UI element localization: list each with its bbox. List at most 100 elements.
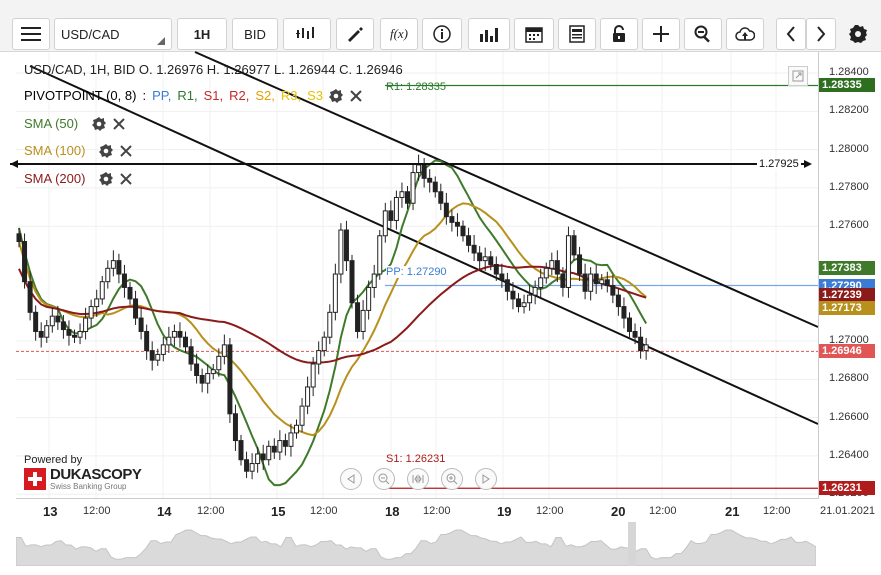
close-icon[interactable] [349, 89, 363, 103]
candle [194, 353, 200, 384]
calendar-icon [525, 27, 543, 43]
settings-button[interactable] [842, 18, 874, 50]
navigator-area [16, 529, 816, 566]
sma100-legend: SMA (100) [24, 143, 133, 158]
nav-prev-button[interactable] [340, 468, 362, 490]
x-day-label: 14 [157, 504, 172, 519]
cloud-button[interactable] [726, 18, 764, 50]
candle [443, 192, 449, 225]
close-icon[interactable] [119, 172, 133, 186]
candle [188, 338, 194, 371]
gear-icon[interactable] [99, 143, 114, 158]
zoom-button[interactable] [684, 18, 722, 50]
scroll-forward-button[interactable] [806, 18, 836, 50]
reset-zoom-button[interactable] [407, 468, 429, 490]
candle [116, 253, 122, 284]
candle [338, 223, 344, 284]
symbol-label: USD/CAD [61, 26, 120, 42]
candle [99, 275, 105, 305]
draw-button[interactable] [336, 18, 374, 50]
info-button[interactable] [422, 18, 462, 50]
news-button[interactable] [558, 18, 596, 50]
pivot-name: PIVOTPOINT (0, 8) [24, 88, 137, 103]
crosshair-button[interactable] [642, 18, 680, 50]
candle [72, 329, 77, 343]
close-icon[interactable] [119, 144, 133, 158]
candle [49, 308, 55, 333]
lock-button[interactable] [600, 18, 638, 50]
navigator-strip[interactable] [16, 522, 816, 566]
candle [316, 341, 322, 375]
candle [454, 213, 460, 237]
candle [227, 337, 233, 423]
candle [77, 323, 83, 345]
dukascopy-logo[interactable]: DUKASCOPY Swiss Banking Group [24, 467, 142, 491]
sma50-label: SMA (50) [24, 116, 79, 131]
indicators-button[interactable]: f(x) [380, 18, 418, 50]
chart-type-button[interactable] [283, 18, 331, 50]
timeframe-button[interactable]: 1H [177, 18, 227, 50]
zoom-out-button[interactable] [373, 468, 395, 490]
swiss-cross-icon [24, 468, 46, 490]
calendar-button[interactable] [514, 18, 554, 50]
candle [327, 304, 333, 345]
candle [138, 307, 144, 340]
candle [166, 326, 172, 353]
candle [382, 202, 388, 243]
candle [543, 262, 549, 284]
pivot-s3: S3 [307, 88, 323, 103]
candle [621, 297, 627, 329]
symbol-selector[interactable]: USD/CAD [54, 18, 172, 50]
overlay-lines [10, 159, 812, 168]
candle [527, 284, 533, 311]
candle [121, 264, 127, 298]
candle [277, 430, 283, 461]
x-hour-label: 12:00 [83, 505, 111, 517]
candle [33, 305, 39, 341]
candle [516, 293, 521, 313]
info-icon [433, 25, 451, 43]
candle [549, 252, 555, 276]
candle [149, 341, 155, 371]
scroll-back-button[interactable] [776, 18, 806, 50]
candle [299, 398, 305, 433]
ohlc-legend: USD/CAD, 1H, BID O. 1.26976 H. 1.26977 L… [24, 62, 403, 77]
triangle-left-icon [347, 474, 355, 484]
candle [216, 348, 222, 377]
expand-button[interactable] [788, 66, 808, 86]
gear-icon[interactable] [92, 116, 107, 131]
hline-label: 1.27925 [757, 158, 801, 170]
candle [615, 288, 621, 316]
y-tick-label: 1.27600 [829, 219, 869, 232]
x-hour-label: 12:00 [197, 505, 225, 517]
menu-button[interactable] [12, 18, 50, 50]
candle [438, 183, 444, 211]
pivot-s1: S1, [203, 88, 224, 103]
candle [288, 423, 294, 457]
candle [499, 263, 505, 288]
candle [521, 294, 527, 314]
candle [22, 233, 28, 289]
sma100-label: SMA (100) [24, 143, 86, 158]
volume-button[interactable] [468, 18, 510, 50]
trendline-lower [29, 65, 819, 425]
close-icon[interactable] [112, 117, 126, 131]
candle [183, 331, 188, 353]
candles [16, 154, 649, 480]
nav-next-button[interactable] [475, 468, 497, 490]
pivot-r2: R2, [229, 88, 250, 103]
candle [355, 294, 361, 339]
zoom-in-button[interactable] [441, 468, 463, 490]
gear-icon[interactable] [329, 88, 343, 103]
pp-level-label: PP: 1.27290 [386, 266, 447, 278]
candle [160, 336, 166, 362]
chevron-right-icon [817, 26, 826, 42]
gear-icon[interactable] [99, 171, 114, 186]
chart-grid [16, 52, 818, 498]
y-tick-label: 1.28000 [829, 142, 869, 155]
candle [177, 322, 183, 348]
price-type-button[interactable]: BID [232, 18, 278, 50]
expand-icon [792, 70, 804, 82]
candle [588, 267, 594, 301]
